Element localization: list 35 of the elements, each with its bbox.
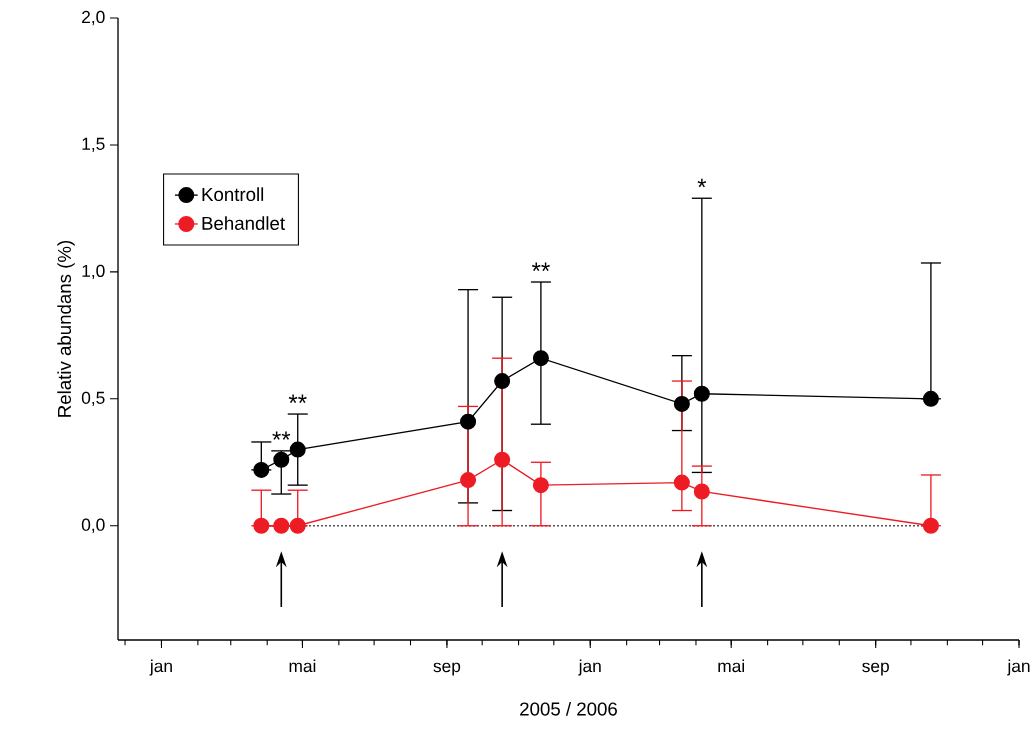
- y-axis-title: Relativ abundans (%): [57, 240, 75, 417]
- point: [693, 483, 710, 500]
- x-tick-label: jan: [1007, 659, 1030, 676]
- annotation: **: [288, 394, 307, 404]
- annotation: *: [697, 178, 707, 188]
- point: [494, 373, 511, 390]
- point: [673, 474, 690, 491]
- x-tick-label: mai: [718, 659, 744, 673]
- x-tick-label: jan: [149, 659, 172, 676]
- point: [460, 472, 477, 489]
- annotation: **: [531, 262, 550, 271]
- point: [494, 451, 511, 468]
- legend-label: Kontroll: [202, 187, 264, 202]
- point: [289, 517, 306, 534]
- point: [253, 461, 270, 478]
- y-tick-label: 0,0: [81, 518, 105, 533]
- point: [460, 413, 477, 430]
- x-tick-label: sep: [433, 662, 461, 676]
- y-tick-label: 2,0: [82, 10, 105, 26]
- point: [922, 517, 939, 534]
- x-tick-label: sep: [862, 662, 889, 676]
- legend-label: Behandlet: [202, 216, 285, 230]
- y-tick-label: 0,5: [81, 391, 105, 406]
- point: [922, 390, 939, 407]
- x-axis-title: 2005 / 2006: [520, 701, 617, 716]
- point: [532, 350, 549, 367]
- point: [673, 395, 690, 412]
- point: [289, 441, 306, 458]
- point: [532, 477, 549, 494]
- point: [693, 385, 710, 402]
- x-tick-label: mai: [289, 659, 316, 673]
- y-tick-label: 1,5: [82, 137, 105, 152]
- y-tick-label: 1,0: [82, 264, 105, 280]
- annotation: **: [272, 431, 291, 440]
- x-tick-label: jan: [578, 659, 601, 676]
